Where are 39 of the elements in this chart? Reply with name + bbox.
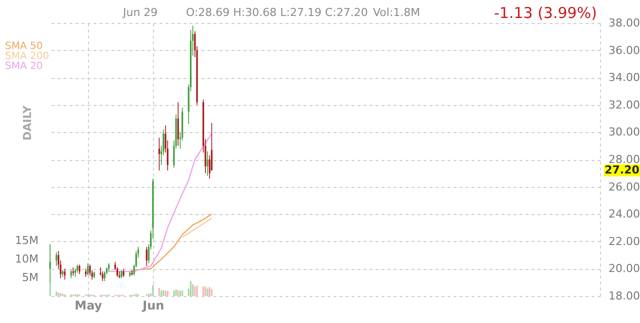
text: SMA 50 — [5, 41, 43, 52]
y-tick-label: 34.00 — [608, 71, 640, 84]
y-tick-label: 38.00 — [608, 16, 640, 30]
line-series — [108, 132, 212, 272]
y-tick-label: 20.00 — [608, 262, 640, 276]
y-tick-label: 30.00 — [608, 126, 640, 139]
y2-tick-label: 15M — [15, 234, 38, 248]
candlestick — [64, 268, 66, 280]
x-tick-label: Jun — [142, 298, 164, 312]
text: Jun 29 — [122, 6, 158, 19]
y-tick-label: 36.00 — [608, 44, 640, 57]
candlestick — [146, 246, 148, 266]
text: O:28.69 H:30.68 L:27.19 C:27.20 — [186, 6, 368, 19]
text: -1.13 (3.99%) — [494, 4, 597, 22]
candlestick — [177, 102, 179, 146]
text: SMA 200 — [5, 51, 50, 62]
text: 27.20 — [604, 163, 640, 176]
candlestick — [158, 137, 160, 171]
y-tick-label: 18.00 — [608, 290, 640, 302]
text: DAILY — [21, 104, 34, 140]
y-tick-label: 22.00 — [608, 234, 640, 248]
y-tick-label: 26.00 — [608, 180, 640, 194]
y-tick-label: 32.00 — [608, 98, 640, 112]
candlestick — [104, 271, 106, 282]
y2-tick-label: 5M — [22, 271, 38, 284]
candlestick — [78, 264, 80, 275]
y-tick-label: 24.00 — [608, 208, 640, 221]
y2-tick-label: 10M — [15, 252, 38, 266]
candlestick — [102, 271, 104, 282]
line-series — [133, 214, 212, 271]
candlestick — [206, 150, 208, 176]
candlestick — [87, 262, 89, 276]
x-tick-label: May — [74, 298, 102, 312]
text: Vol:1.8M — [373, 6, 420, 19]
text: SMA 20 — [5, 61, 43, 72]
candlestick — [118, 271, 120, 279]
y-tick-label: 28.00 — [608, 153, 640, 166]
candlestick — [56, 252, 58, 266]
candlestick — [89, 264, 91, 276]
